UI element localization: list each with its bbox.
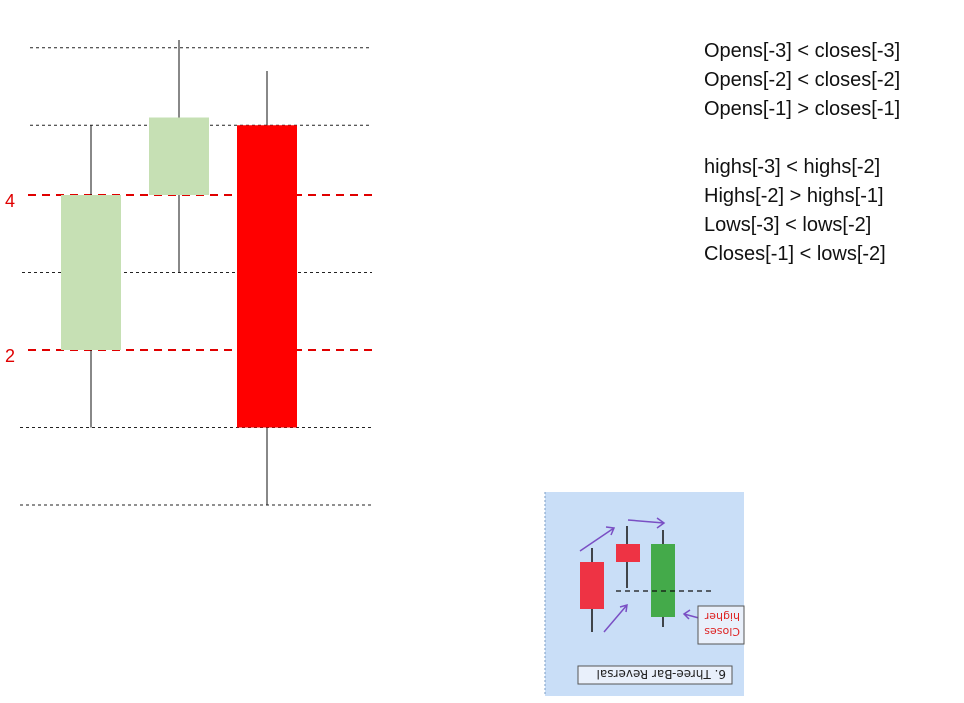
- axis-label-2: 2: [5, 346, 15, 366]
- rule-closes-1: Closes[-1] < lows[-2]: [704, 243, 886, 265]
- rule-highs-2: Highs[-2] > highs[-1]: [704, 185, 884, 207]
- thumb-note-box: [697, 605, 745, 645]
- thumb-candle-3-body: [651, 544, 675, 617]
- thumbnail-background: [545, 492, 744, 696]
- rule-opens-2: Opens[-2] < closes[-2]: [704, 69, 901, 91]
- thumb-caption-box: [577, 665, 733, 685]
- thumb-candle-1-body: [580, 562, 604, 609]
- candle-body: [149, 117, 209, 195]
- candle-body: [61, 195, 121, 350]
- thumb-note-line1: Closes: [704, 625, 740, 638]
- thumb-caption-mirrored: 6. Three-Bar Reversal: [577, 665, 733, 685]
- thumb-caption: 6. Three-Bar Reversal: [597, 667, 726, 681]
- arrow-right-icon: [627, 517, 666, 529]
- axis-label-4: 4: [5, 191, 15, 211]
- pattern-rules: Opens[-3] < closes[-3] Opens[-2] < close…: [704, 37, 954, 269]
- arrow-up-left-icon: [579, 526, 616, 552]
- rule-opens-1: Opens[-1] > closes[-1]: [704, 98, 901, 120]
- thumb-note-line2: higher: [704, 610, 740, 623]
- thumb-note-mirrored: Closes higher: [697, 605, 745, 645]
- candles: [61, 40, 297, 505]
- three-bar-reversal-thumbnail: Closes higher 6. Three-Bar Reversal: [544, 492, 745, 696]
- rule-lows-3: Lows[-3] < lows[-2]: [704, 214, 872, 236]
- rule-opens-3: Opens[-3] < closes[-3]: [704, 40, 901, 62]
- thumb-candle-2-body: [616, 544, 640, 562]
- arrow-up-bottom-icon: [603, 603, 628, 633]
- rule-spacer: [704, 124, 954, 153]
- rule-highs-3: highs[-3] < highs[-2]: [704, 156, 881, 178]
- candle-body: [237, 125, 297, 428]
